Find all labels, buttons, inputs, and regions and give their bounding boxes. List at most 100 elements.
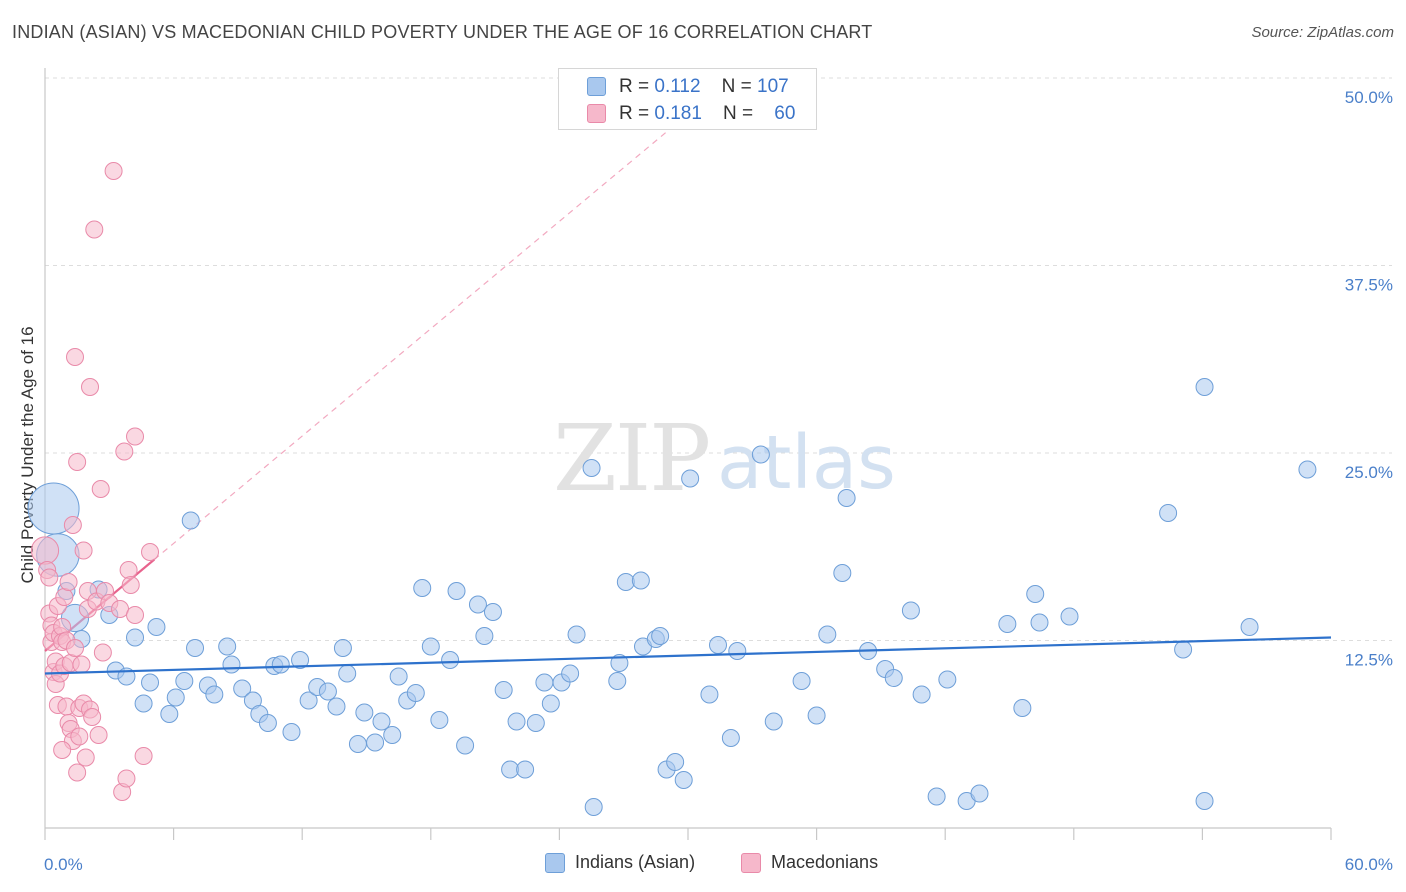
macedonians-point [66, 348, 85, 366]
macedonians-point [76, 748, 95, 767]
watermark-atlas: atlas [717, 420, 896, 506]
macedonians-point [72, 655, 91, 674]
y-tick-label: 50.0% [1345, 88, 1393, 107]
macedonians-point [55, 588, 74, 606]
stats-legend: R = 0.112 N = 107 R = 0.181 N = 60 [558, 68, 817, 130]
indians-asian-point [355, 703, 374, 722]
indians-asian-point [927, 787, 946, 806]
indians-asian-point [348, 735, 367, 753]
macedonians-trend [44, 113, 689, 652]
macedonians-point [126, 606, 145, 624]
indians-asian-point [709, 636, 728, 654]
indians-asian-point [126, 628, 145, 647]
indians-asian-point [327, 697, 346, 716]
y-tick-label: 12.5% [1345, 651, 1393, 670]
indians-asian-point [901, 601, 920, 620]
macedonians-point [93, 643, 112, 662]
macedonians-point [121, 576, 140, 594]
r-label: R = [619, 76, 655, 97]
r-value: 0.181 [654, 103, 702, 124]
indians-asian-point [205, 685, 224, 704]
indians-asian-point [318, 682, 337, 701]
indians-asian-point [837, 489, 856, 507]
indians-asian-point [584, 798, 603, 816]
gridlines [45, 77, 1392, 641]
macedonians-legend-swatch [741, 853, 761, 873]
indians-asian-point [181, 511, 200, 530]
indians-asian-point [372, 712, 391, 731]
indians-asian-point [1013, 699, 1032, 717]
indians-asian-point [475, 627, 494, 645]
indians-asian-point [233, 679, 252, 698]
indians-asian-point [413, 579, 432, 597]
indians-asian-point [1174, 640, 1193, 659]
macedonians-point [111, 600, 130, 618]
indians-asian-point [751, 445, 770, 464]
y-tick-label: 25.0% [1345, 463, 1393, 482]
indians-asian-point [366, 733, 385, 752]
indians-asian-point [175, 672, 194, 690]
macedonians-point [40, 568, 59, 587]
indians-asian-point [166, 688, 185, 707]
indians-asian-point [1240, 618, 1259, 636]
macedonians-point [70, 727, 89, 746]
macedonians-point [68, 453, 87, 471]
macedonians-point [115, 442, 134, 461]
r-value: 0.112 [654, 76, 701, 97]
indians-asian-point [430, 711, 449, 729]
chart-title: INDIAN (ASIAN) VS MACEDONIAN CHILD POVER… [12, 22, 873, 42]
indians-asian-point [282, 723, 301, 741]
indians-asian-point [998, 615, 1017, 633]
macedonians-point [53, 741, 72, 759]
macedonians-point [117, 769, 136, 788]
indians-asian-point [494, 681, 513, 699]
y-tick-label: 37.5% [1345, 276, 1393, 295]
legend-label: Macedonians [771, 852, 879, 872]
indians-asian-point [681, 469, 700, 488]
indians-asian-point [383, 726, 402, 744]
macedonians-point [74, 541, 93, 560]
macedonians-swatch [587, 104, 606, 123]
indians-asian-point [406, 684, 425, 702]
macedonians-trend-extension [153, 113, 689, 560]
indians-asian-point [616, 573, 635, 591]
indians-asian-point [1030, 613, 1049, 632]
indians-swatch [587, 77, 606, 96]
macedonians-point [141, 543, 160, 561]
indians-asian-point [526, 714, 545, 732]
indians-asian-point [764, 712, 783, 731]
indians-asian-point [582, 459, 601, 477]
n-value: 107 [757, 76, 789, 97]
indians-asian-point [970, 784, 989, 803]
indians-asian-point [291, 651, 310, 669]
indians-asian-point [160, 705, 179, 723]
macedonians-point [30, 536, 60, 565]
macedonians-point [104, 162, 123, 180]
indians-asian-point [567, 625, 586, 644]
indians-asian-point [666, 753, 685, 771]
indians-asian-trend [44, 636, 1332, 675]
indians-asian-point [608, 672, 627, 690]
macedonians-point [66, 639, 85, 657]
macedonians-point [119, 561, 138, 579]
indians-asian-point [792, 672, 811, 690]
indians-asian-point [441, 651, 460, 669]
indians-asian-point [728, 642, 747, 660]
indians-asian-point [447, 582, 466, 600]
tick-labels: 12.5% 25.0% 37.5% 50.0% 0.0% 60.0% [44, 88, 1393, 874]
macedonians-point [89, 726, 108, 744]
indians-asian-point [456, 736, 475, 755]
indians-asian-point [147, 618, 166, 636]
macedonians-point [85, 220, 104, 239]
macedonians-point [134, 747, 153, 765]
x-tick-label: 60.0% [1345, 855, 1393, 874]
indians-asian-point [535, 673, 554, 692]
indians-asian-point [938, 670, 957, 689]
indians-asian-point [218, 637, 237, 656]
indians-asian-point [389, 667, 408, 686]
macedonians-point [83, 708, 102, 726]
source-label: Source: ZipAtlas.com [1251, 24, 1394, 41]
indians-asian-point [271, 655, 290, 674]
indians-asian-point [299, 691, 318, 710]
indians-asian-point [516, 760, 535, 779]
